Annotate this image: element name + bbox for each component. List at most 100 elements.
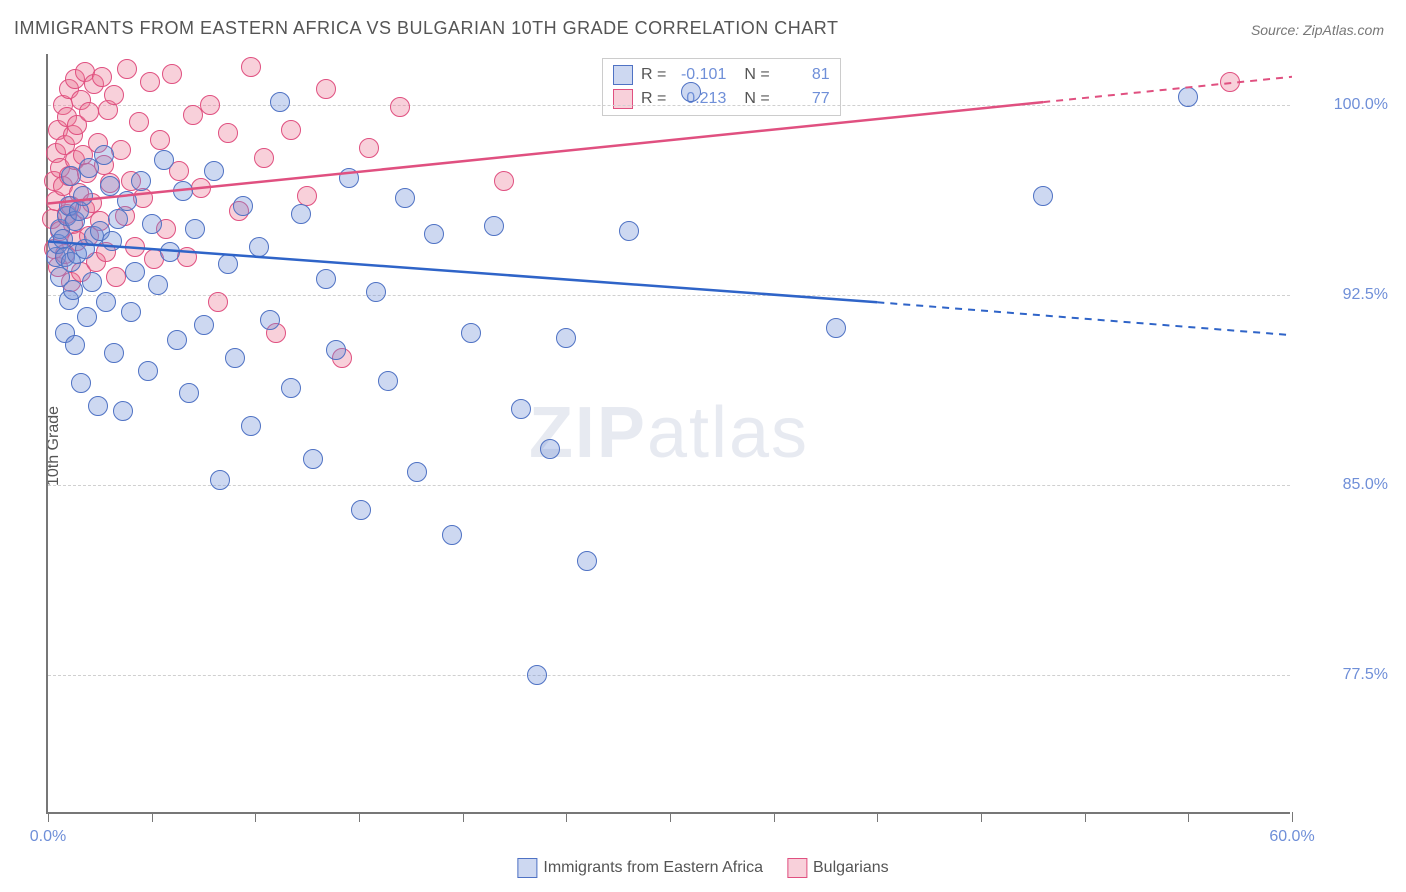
gridline bbox=[48, 105, 1290, 106]
scatter-marker bbox=[148, 275, 168, 295]
scatter-marker bbox=[113, 401, 133, 421]
scatter-marker bbox=[194, 315, 214, 335]
scatter-marker bbox=[167, 330, 187, 350]
scatter-marker bbox=[218, 123, 238, 143]
scatter-marker bbox=[1033, 186, 1053, 206]
scatter-marker bbox=[378, 371, 398, 391]
scatter-marker bbox=[494, 171, 514, 191]
scatter-marker bbox=[291, 204, 311, 224]
r-label: R = bbox=[641, 66, 666, 84]
scatter-marker bbox=[79, 102, 99, 122]
legend-label: Bulgarians bbox=[813, 859, 889, 876]
scatter-marker bbox=[826, 318, 846, 338]
scatter-marker bbox=[249, 237, 269, 257]
scatter-marker bbox=[125, 237, 145, 257]
scatter-marker bbox=[395, 188, 415, 208]
x-tick bbox=[670, 812, 671, 822]
trend-lines bbox=[48, 54, 1292, 814]
scatter-marker bbox=[681, 82, 701, 102]
gridline bbox=[48, 485, 1290, 486]
x-tick bbox=[152, 812, 153, 822]
scatter-marker bbox=[160, 242, 180, 262]
scatter-marker bbox=[138, 361, 158, 381]
scatter-marker bbox=[117, 191, 137, 211]
scatter-marker bbox=[108, 209, 128, 229]
x-tick-label: 60.0% bbox=[1269, 828, 1314, 846]
watermark-bold: ZIP bbox=[529, 393, 647, 473]
scatter-marker bbox=[241, 57, 261, 77]
scatter-marker bbox=[241, 416, 261, 436]
gridline bbox=[48, 295, 1290, 296]
legend-item: Immigrants from Eastern Africa bbox=[517, 858, 763, 878]
scatter-marker bbox=[577, 551, 597, 571]
scatter-marker bbox=[185, 219, 205, 239]
watermark-rest: atlas bbox=[647, 393, 809, 473]
scatter-marker bbox=[424, 224, 444, 244]
legend-item: Bulgarians bbox=[787, 858, 889, 878]
scatter-marker bbox=[92, 67, 112, 87]
scatter-marker bbox=[104, 343, 124, 363]
scatter-marker bbox=[208, 292, 228, 312]
scatter-marker bbox=[326, 340, 346, 360]
scatter-marker bbox=[540, 439, 560, 459]
legend-swatch bbox=[613, 65, 633, 85]
scatter-marker bbox=[94, 145, 114, 165]
scatter-marker bbox=[154, 150, 174, 170]
scatter-marker bbox=[556, 328, 576, 348]
scatter-marker bbox=[179, 383, 199, 403]
scatter-marker bbox=[204, 161, 224, 181]
legend-swatch bbox=[787, 858, 807, 878]
x-tick bbox=[48, 812, 49, 822]
scatter-marker bbox=[102, 231, 122, 251]
scatter-marker bbox=[142, 214, 162, 234]
scatter-marker bbox=[303, 449, 323, 469]
y-tick-label: 100.0% bbox=[1334, 96, 1388, 114]
scatter-marker bbox=[511, 399, 531, 419]
gridline bbox=[48, 675, 1290, 676]
x-tick bbox=[359, 812, 360, 822]
x-tick bbox=[1188, 812, 1189, 822]
scatter-marker bbox=[390, 97, 410, 117]
scatter-marker bbox=[104, 85, 124, 105]
scatter-marker bbox=[316, 269, 336, 289]
x-tick bbox=[1292, 812, 1293, 822]
scatter-marker bbox=[1220, 72, 1240, 92]
scatter-marker bbox=[225, 348, 245, 368]
scatter-marker bbox=[140, 72, 160, 92]
scatter-marker bbox=[96, 292, 116, 312]
scatter-marker bbox=[63, 280, 83, 300]
scatter-marker bbox=[117, 59, 137, 79]
scatter-marker bbox=[200, 95, 220, 115]
scatter-marker bbox=[125, 262, 145, 282]
scatter-marker bbox=[88, 396, 108, 416]
scatter-marker bbox=[281, 120, 301, 140]
legend-swatch bbox=[613, 89, 633, 109]
n-value: 81 bbox=[778, 66, 830, 84]
source-label: Source: ZipAtlas.com bbox=[1251, 22, 1384, 38]
scatter-marker bbox=[82, 272, 102, 292]
scatter-marker bbox=[351, 500, 371, 520]
scatter-marker bbox=[150, 130, 170, 150]
scatter-marker bbox=[73, 186, 93, 206]
scatter-marker bbox=[339, 168, 359, 188]
watermark: ZIPatlas bbox=[529, 392, 809, 474]
scatter-marker bbox=[121, 302, 141, 322]
scatter-marker bbox=[162, 64, 182, 84]
legend-swatch bbox=[517, 858, 537, 878]
scatter-marker bbox=[316, 79, 336, 99]
scatter-plot-area: ZIPatlas R =-0.101N =81R =0.213N =77 0.0… bbox=[46, 54, 1290, 814]
scatter-marker bbox=[71, 373, 91, 393]
scatter-marker bbox=[173, 181, 193, 201]
chart-title: IMMIGRANTS FROM EASTERN AFRICA VS BULGAR… bbox=[14, 18, 838, 39]
x-tick bbox=[255, 812, 256, 822]
x-tick-label: 0.0% bbox=[30, 828, 66, 846]
scatter-marker bbox=[106, 267, 126, 287]
y-tick-label: 85.0% bbox=[1343, 476, 1388, 494]
scatter-marker bbox=[1178, 87, 1198, 107]
scatter-marker bbox=[233, 196, 253, 216]
r-value: -0.101 bbox=[674, 66, 726, 84]
scatter-marker bbox=[461, 323, 481, 343]
y-tick-label: 77.5% bbox=[1343, 666, 1388, 684]
x-tick bbox=[774, 812, 775, 822]
n-label: N = bbox=[744, 66, 769, 84]
